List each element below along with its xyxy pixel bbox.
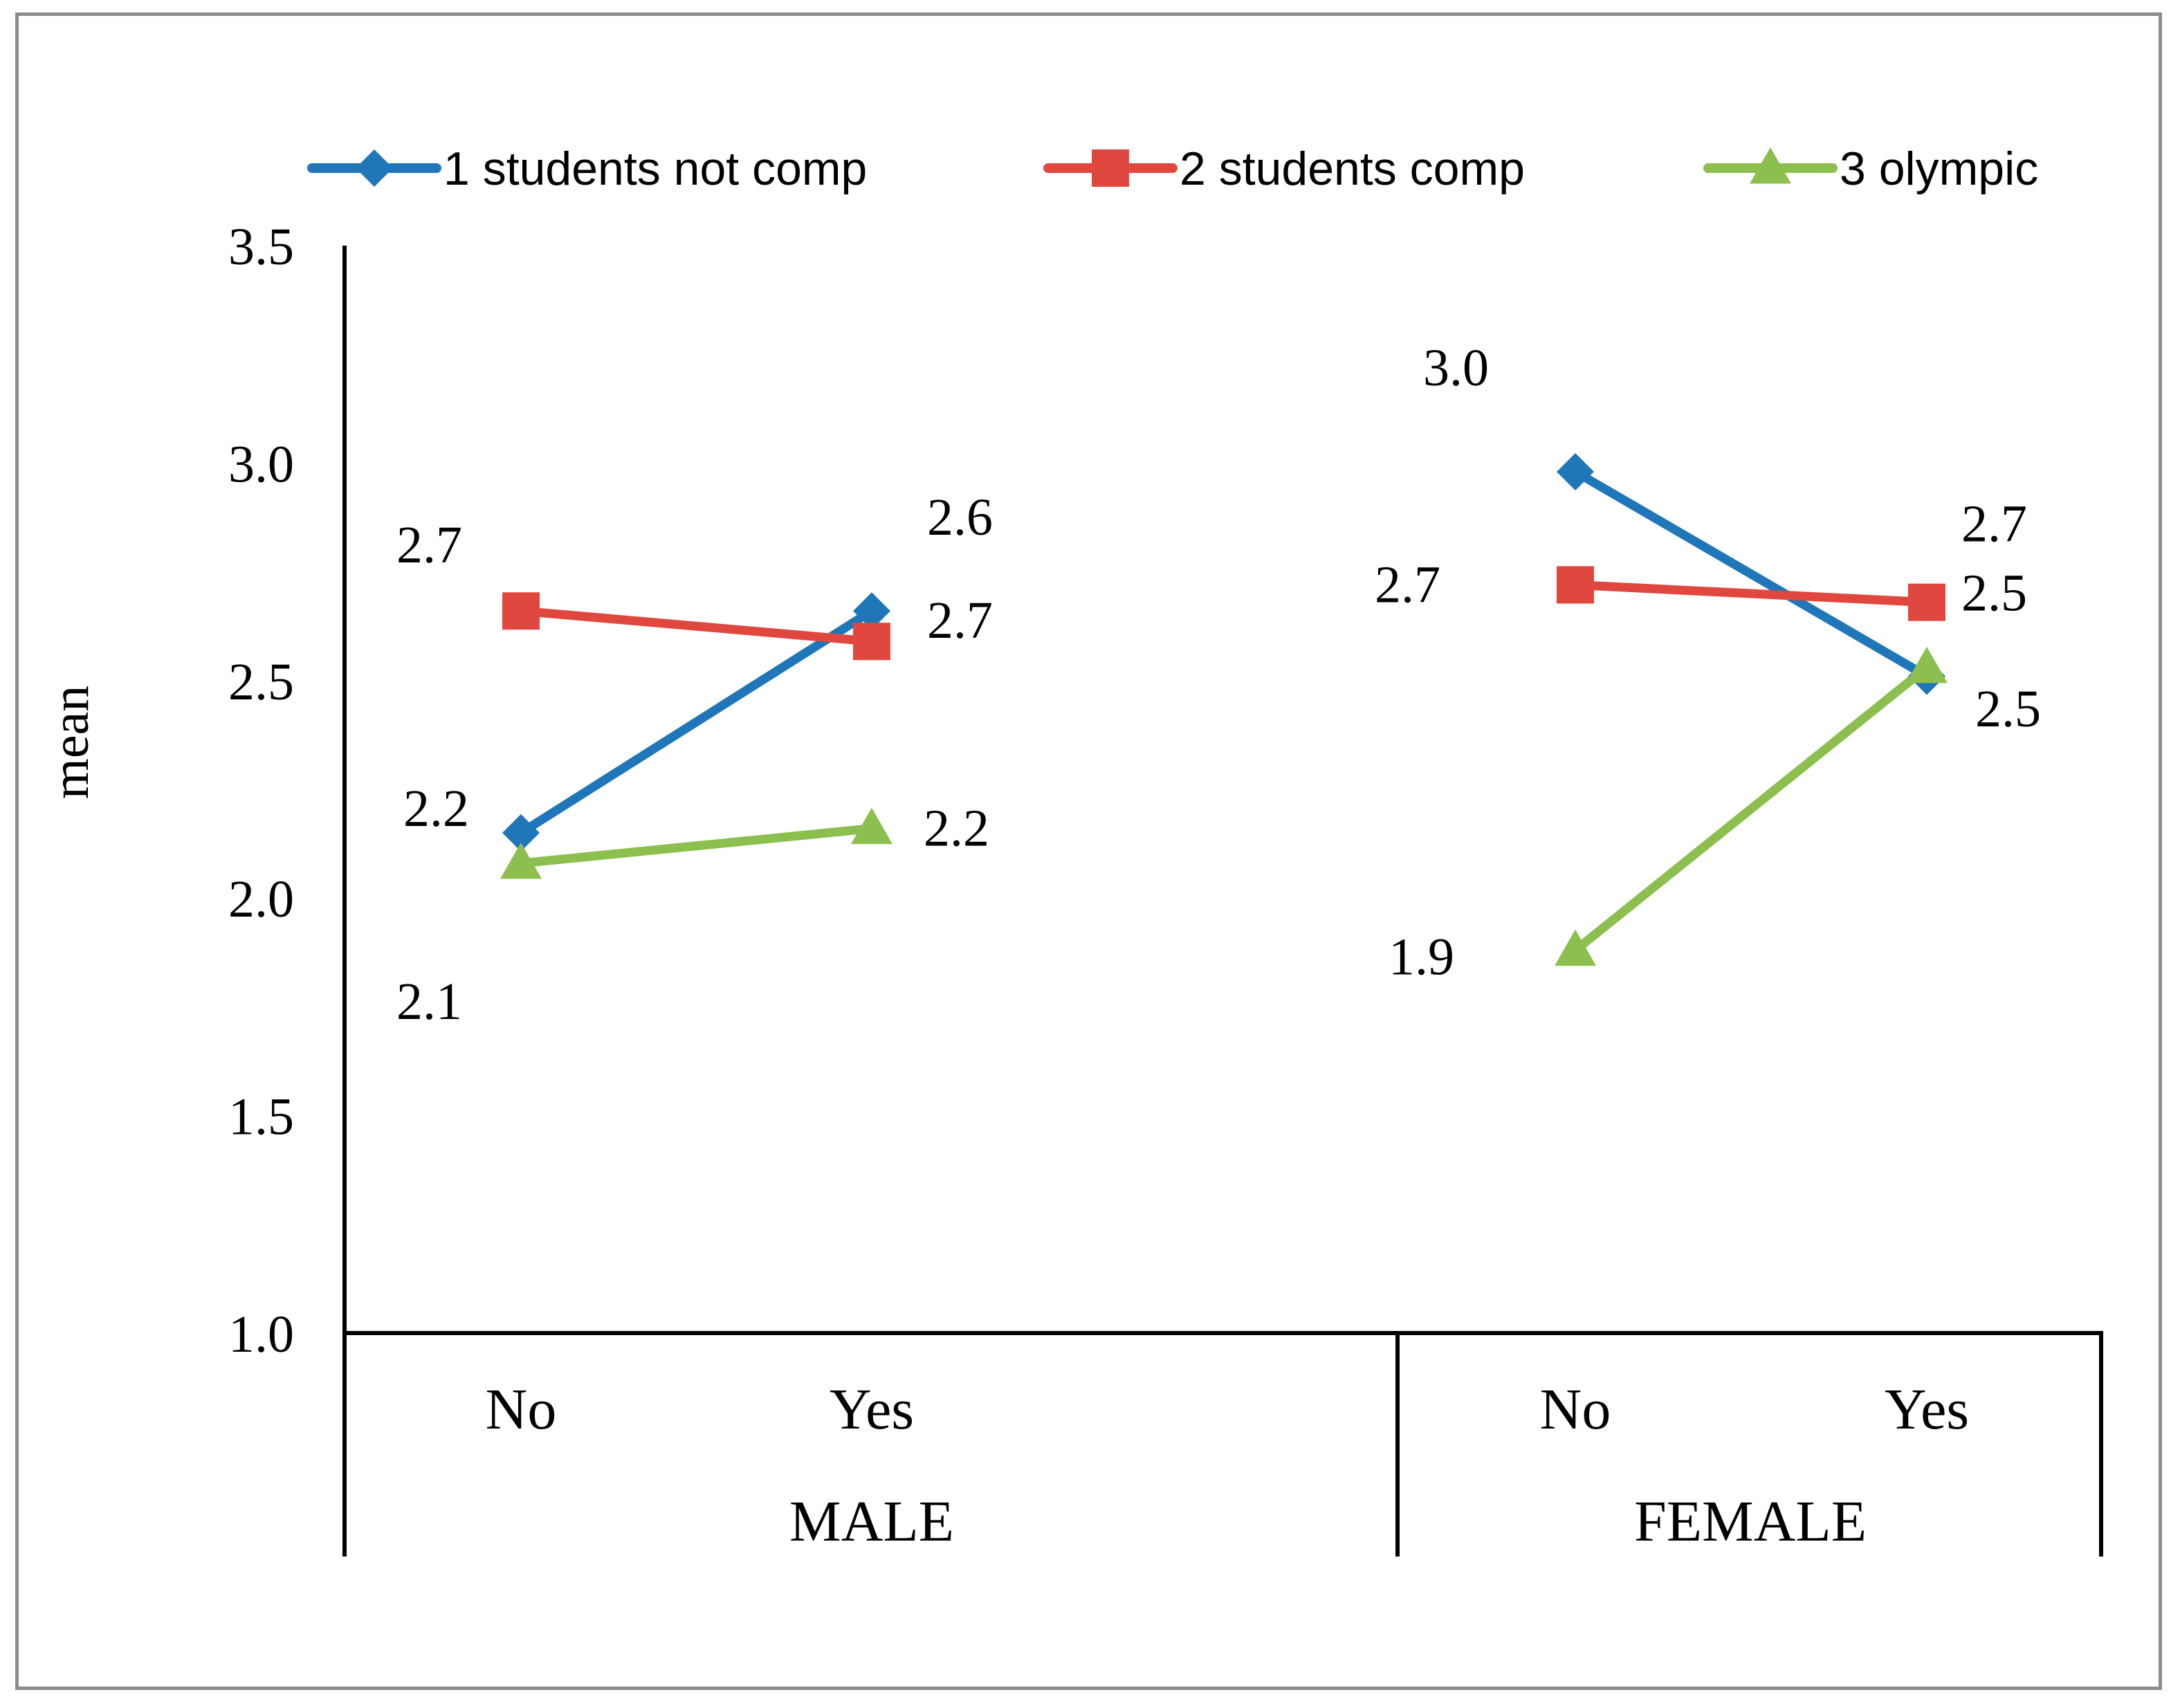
y-tick-label: 2.0 bbox=[228, 870, 294, 928]
series-line-segment bbox=[518, 607, 874, 837]
data-point-square bbox=[1557, 566, 1594, 604]
data-point-diamond bbox=[1557, 452, 1594, 490]
data-point-square bbox=[502, 592, 540, 630]
data-label: 2.6 bbox=[927, 488, 993, 547]
data-label: 2.2 bbox=[924, 800, 989, 858]
legend-label: 3 olympic bbox=[1840, 143, 2038, 195]
x-group-label: MALE bbox=[789, 1489, 954, 1554]
series-markers bbox=[500, 452, 1948, 966]
x-category-label: Yes bbox=[1885, 1377, 1969, 1442]
series-line-segment bbox=[520, 824, 872, 868]
data-point-triangle bbox=[1555, 929, 1596, 966]
legend: 1 students not comp 2 students comp 3 olym… bbox=[307, 143, 2038, 195]
data-label: 2.5 bbox=[1961, 564, 2027, 623]
data-point-triangle bbox=[500, 842, 542, 879]
series-line-segment bbox=[1573, 468, 1930, 681]
series-line-segment bbox=[1575, 580, 1927, 607]
data-labels: 2.2 2.6 3.0 2.5 2.7 2.7 2.7 2.7 2.1 2.2 1.9 2.5 bbox=[396, 339, 2041, 1031]
series-line-segment bbox=[1572, 663, 1930, 954]
axes: mean bbox=[42, 246, 2103, 1557]
y-axis-title: mean bbox=[42, 686, 100, 800]
legend-marker-square bbox=[1092, 149, 1129, 187]
x-category-label: No bbox=[486, 1377, 557, 1442]
data-point-square bbox=[853, 623, 890, 661]
legend-marker-diamond bbox=[356, 149, 393, 187]
data-point-triangle bbox=[1906, 646, 1948, 683]
y-tick-label: 3.0 bbox=[228, 435, 294, 493]
x-category-labels: No Yes MALE No Yes FEMALE bbox=[486, 1377, 1969, 1554]
y-tick-label: 1.5 bbox=[228, 1088, 294, 1146]
legend-label: 2 students comp bbox=[1180, 143, 1525, 195]
data-label: 2.2 bbox=[403, 780, 469, 838]
data-label: 2.7 bbox=[927, 591, 993, 650]
data-point-triangle bbox=[851, 807, 892, 845]
x-category-label: Yes bbox=[830, 1377, 914, 1442]
x-category-label: No bbox=[1540, 1377, 1611, 1442]
y-tick-label: 3.5 bbox=[228, 218, 294, 276]
data-label: 3.0 bbox=[1423, 339, 1489, 397]
chart-svg: 1 students not comp 2 students comp 3 olym… bbox=[42, 143, 2103, 1557]
series-line-segment bbox=[520, 606, 872, 646]
y-tick-label: 2.5 bbox=[228, 653, 294, 711]
data-point-diamond bbox=[502, 814, 540, 852]
data-label: 2.5 bbox=[1975, 680, 2041, 738]
legend-marker-triangle bbox=[1750, 147, 1791, 184]
data-label: 2.7 bbox=[1961, 495, 2027, 553]
legend-label: 1 students not comp bbox=[443, 143, 867, 195]
y-tick-label: 1.0 bbox=[228, 1305, 294, 1363]
data-point-square bbox=[1908, 583, 1945, 621]
chart-frame: 1 students not comp 2 students comp 3 olym… bbox=[15, 12, 2162, 1690]
series-lines bbox=[518, 468, 1930, 954]
data-label: 1.9 bbox=[1389, 928, 1454, 986]
data-label: 2.7 bbox=[396, 516, 462, 574]
data-label: 2.7 bbox=[1375, 555, 1440, 614]
data-point-diamond bbox=[853, 592, 890, 630]
y-tick-labels: 1.0 1.5 2.0 2.5 3.0 3.5 bbox=[228, 218, 294, 1363]
data-label: 2.1 bbox=[396, 973, 462, 1031]
x-group-label: FEMALE bbox=[1634, 1489, 1867, 1554]
